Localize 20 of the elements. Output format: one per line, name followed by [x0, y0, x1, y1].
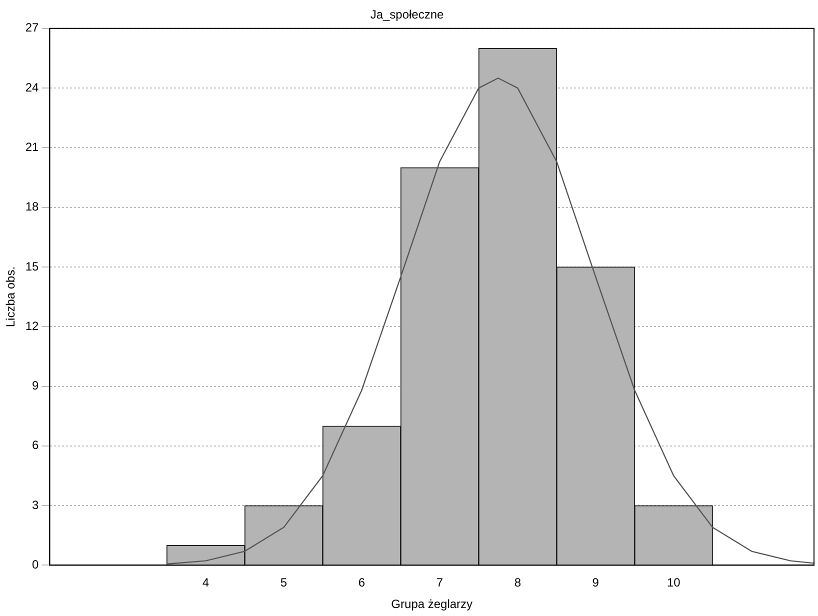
- y-tick-label: 3: [32, 498, 40, 512]
- y-tick-label: 15: [25, 259, 40, 274]
- x-tick-label: 9: [592, 576, 600, 590]
- chart-title: Ja_społeczne: [370, 8, 444, 22]
- x-tick-label: 5: [280, 576, 288, 590]
- y-tick-label: 18: [25, 200, 40, 214]
- y-tick-label: 24: [25, 80, 40, 94]
- x-tick-label: 10: [666, 576, 681, 590]
- x-tick-label: 8: [514, 576, 522, 590]
- x-tick-label: 6: [358, 576, 366, 590]
- y-tick-label: 12: [25, 318, 40, 333]
- x-tick-label: 7: [436, 576, 444, 590]
- y-tick-label: 0: [32, 558, 40, 572]
- y-tick-label: 21: [25, 140, 40, 154]
- y-axis-title: Liczba obs.: [4, 266, 18, 328]
- y-tick-label: 9: [32, 378, 40, 393]
- y-tick-label: 6: [32, 438, 40, 452]
- x-axis-title: Grupa żeglarzy: [391, 597, 473, 612]
- y-tick-label: 27: [25, 20, 40, 35]
- x-tick-label: 4: [202, 576, 210, 590]
